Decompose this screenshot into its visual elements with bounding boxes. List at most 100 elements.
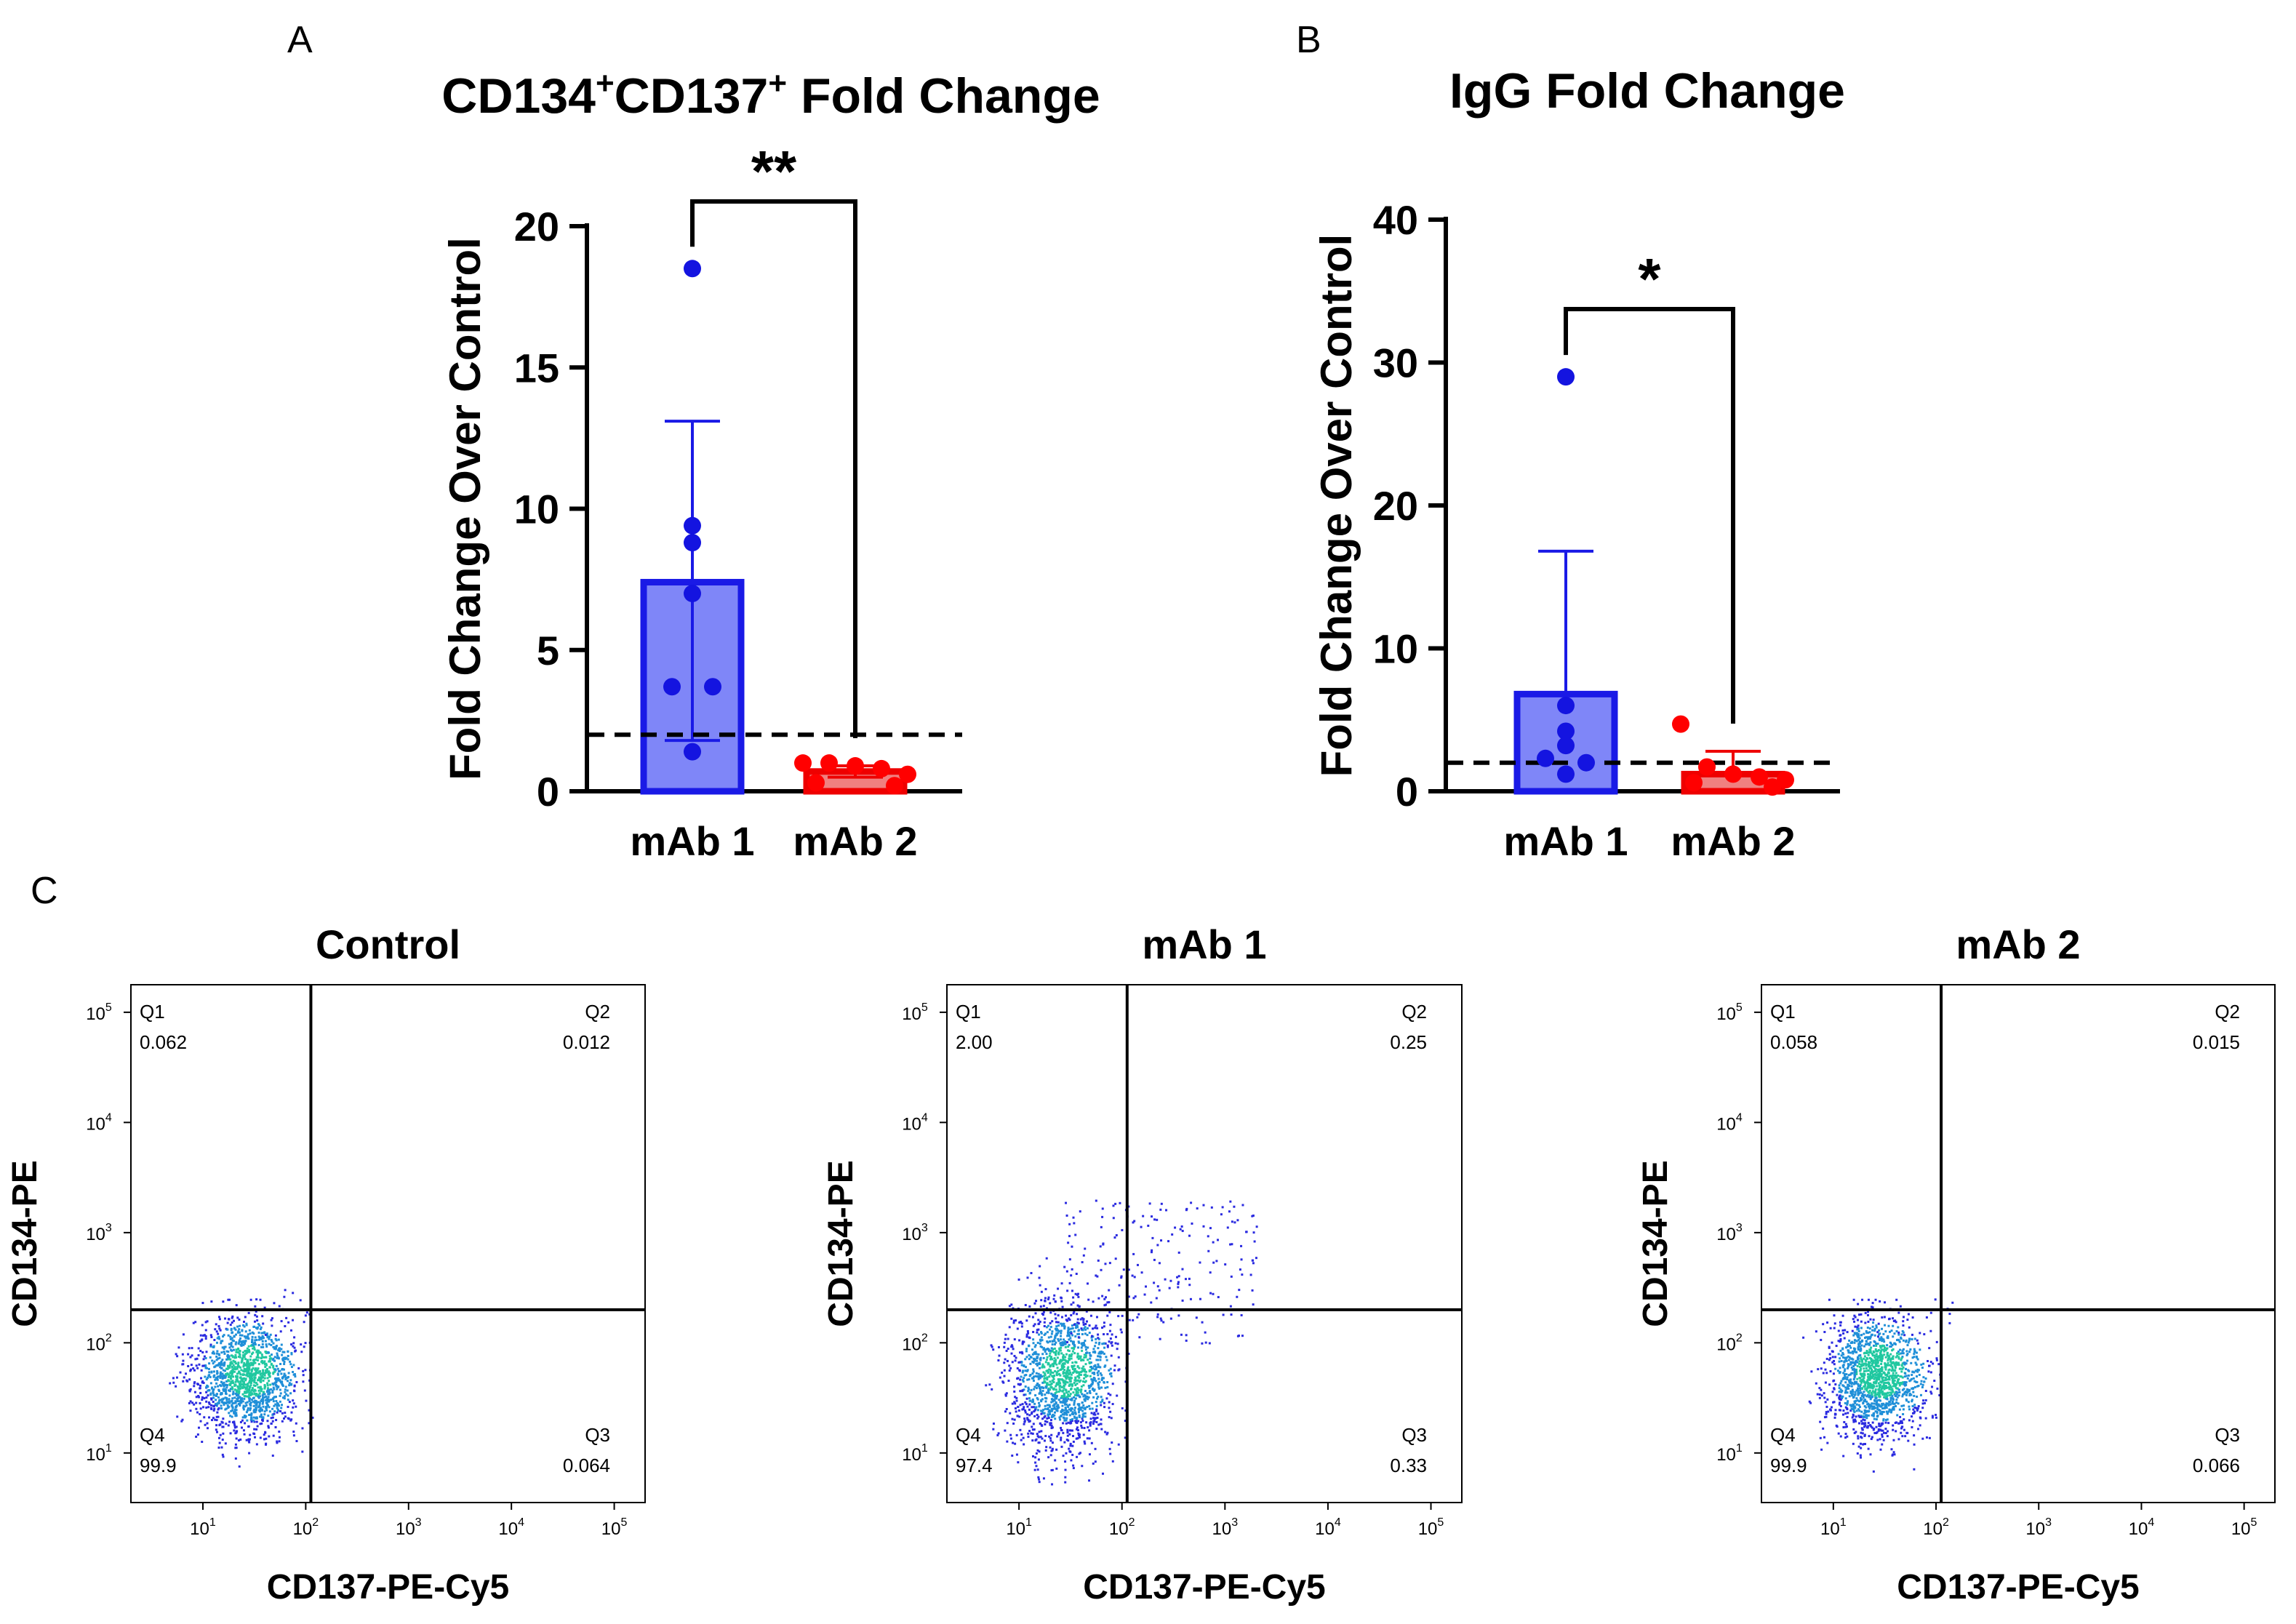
scatter-dot [1063, 1341, 1065, 1344]
scatter-dot [1042, 1477, 1045, 1480]
scatter-dot [1109, 1452, 1112, 1455]
scatter-dot [1040, 1290, 1043, 1293]
scatter-dot [1062, 1353, 1065, 1356]
scatter-dot [1078, 1305, 1081, 1308]
scatter-dot [1847, 1400, 1849, 1403]
scatter-dot [251, 1387, 254, 1390]
scatter-dot [239, 1404, 241, 1407]
scatter-dot [1895, 1361, 1897, 1364]
scatter-dot [1044, 1288, 1047, 1291]
y-tick-exp: 2 [921, 1332, 928, 1344]
scatter-dot [1876, 1361, 1879, 1364]
scatter-dot [254, 1389, 257, 1392]
scatter-dot [1913, 1385, 1916, 1388]
scatter-dot [223, 1347, 225, 1350]
scatter-dot [268, 1399, 271, 1402]
scatter-dot [1026, 1405, 1029, 1408]
scatter-dot [1042, 1412, 1045, 1415]
scatter-dot [1059, 1389, 1062, 1392]
scatter-dot [1108, 1447, 1111, 1450]
scatter-dot [1832, 1372, 1835, 1375]
scatter-dot [1066, 1428, 1069, 1431]
scatter-dot [1864, 1409, 1867, 1412]
scatter-dot [241, 1400, 244, 1403]
scatter-dot [255, 1404, 257, 1407]
scatter-dot [1089, 1354, 1092, 1357]
scatter-dot [1078, 1376, 1081, 1379]
scatter-dot [261, 1418, 264, 1421]
scatter-dot [255, 1394, 257, 1397]
scatter-dot [1919, 1410, 1922, 1413]
scatter-dot [265, 1406, 268, 1409]
scatter-dot [241, 1329, 244, 1332]
scatter-dot [1921, 1437, 1924, 1440]
scatter-dot [1856, 1399, 1859, 1402]
scatter-dot [1905, 1362, 1908, 1365]
scatter-dot [220, 1351, 223, 1354]
scatter-dot [1853, 1431, 1856, 1434]
scatter-dot [1874, 1388, 1877, 1391]
scatter-dot [227, 1401, 230, 1404]
scatter-dot [1881, 1348, 1884, 1351]
scatter-dot [255, 1401, 258, 1404]
scatter-dot [215, 1341, 218, 1344]
scatter-dot [1866, 1403, 1869, 1406]
scatter-dot [1839, 1435, 1842, 1438]
scatter-dot [1893, 1402, 1896, 1405]
scatter-dot [217, 1396, 220, 1399]
scatter-dot [1056, 1407, 1059, 1410]
scatter-dot [1935, 1416, 1937, 1419]
scatter-dot [1103, 1406, 1106, 1409]
scatter-dot [1045, 1348, 1048, 1351]
scatter-dot [1057, 1378, 1060, 1381]
scatter-dot [1870, 1334, 1873, 1337]
scatter-dot [236, 1391, 239, 1393]
scatter-dot [208, 1416, 211, 1419]
scatter-dot [1867, 1311, 1870, 1313]
scatter-dot [1065, 1372, 1068, 1375]
scatter-dot [1858, 1415, 1861, 1418]
scatter-dot [1913, 1380, 1916, 1383]
scatter-dot [266, 1399, 269, 1402]
scatter-dot [263, 1438, 266, 1441]
scatter-points [1802, 1298, 1954, 1473]
scatter-dot [1860, 1356, 1863, 1359]
scatter-dot [271, 1317, 273, 1320]
scatter-dot [1055, 1409, 1058, 1412]
scatter-dot [1854, 1401, 1857, 1404]
scatter-dot [1047, 1297, 1049, 1300]
scatter-dot [1887, 1422, 1890, 1425]
scatter-dot [1903, 1334, 1906, 1337]
data-point [1557, 368, 1575, 386]
scatter-dot [219, 1433, 222, 1436]
scatter-dot [233, 1366, 236, 1369]
scatter-dot [1055, 1327, 1058, 1330]
scatter-dot [279, 1350, 281, 1353]
scatter-dot [1873, 1329, 1876, 1332]
y-tick-label: 101 [86, 1442, 112, 1465]
scatter-dot [1887, 1361, 1889, 1364]
scatter-dot [1057, 1321, 1060, 1324]
scatter-dot [1055, 1396, 1058, 1399]
y-tick-label: 20 [514, 204, 559, 249]
scatter-dot [1169, 1279, 1172, 1282]
scatter-dot [1086, 1406, 1089, 1409]
scatter-dot [242, 1365, 245, 1368]
scatter-dot [1901, 1352, 1904, 1355]
scatter-dot [281, 1380, 284, 1383]
scatter-dot [222, 1455, 225, 1458]
scatter-dot [1840, 1380, 1843, 1383]
scatter-dot [245, 1404, 248, 1407]
scatter-dot [1015, 1356, 1017, 1359]
scatter-dot [247, 1333, 249, 1336]
scatter-dot [1820, 1448, 1823, 1451]
scatter-dot [268, 1366, 271, 1369]
scatter-dot [1869, 1341, 1872, 1344]
scatter-dot [237, 1391, 240, 1394]
scatter-dot [1052, 1407, 1055, 1410]
scatter-dot [221, 1377, 224, 1380]
scatter-dot [1036, 1375, 1039, 1378]
scatter-dot [302, 1380, 305, 1383]
scatter-dot [1065, 1380, 1068, 1383]
scatter-dot [1928, 1364, 1931, 1367]
